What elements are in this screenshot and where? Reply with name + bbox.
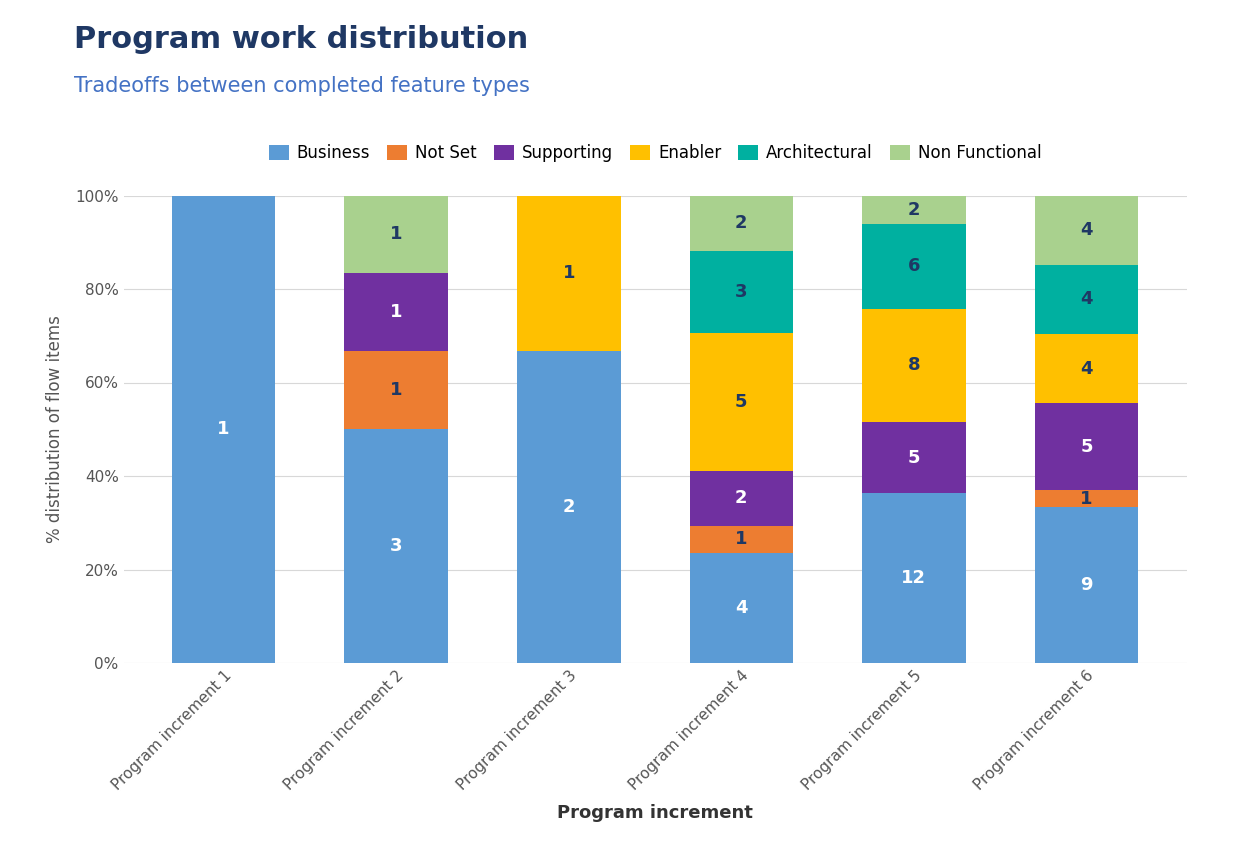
Bar <box>345 274 447 351</box>
Bar <box>345 429 447 663</box>
Text: Program work distribution: Program work distribution <box>74 26 529 54</box>
Bar <box>1035 507 1138 663</box>
Text: 1: 1 <box>391 303 403 321</box>
Text: Tradeoffs between completed feature types: Tradeoffs between completed feature type… <box>74 76 530 97</box>
Bar <box>517 351 620 663</box>
Text: 3: 3 <box>735 283 748 301</box>
Bar <box>517 196 620 351</box>
Bar <box>1035 403 1138 490</box>
Text: 2: 2 <box>562 498 575 516</box>
Text: 1: 1 <box>562 264 575 282</box>
Text: 4: 4 <box>735 599 748 617</box>
Bar <box>863 196 965 224</box>
Bar <box>1035 264 1138 334</box>
Legend: Business, Not Set, Supporting, Enabler, Architectural, Non Functional: Business, Not Set, Supporting, Enabler, … <box>262 137 1048 168</box>
Text: 2: 2 <box>735 489 748 507</box>
Bar <box>690 525 794 553</box>
Text: 12: 12 <box>901 569 927 587</box>
Bar <box>690 333 794 471</box>
Bar <box>863 224 965 309</box>
Text: 2: 2 <box>907 201 920 218</box>
Text: 3: 3 <box>391 537 403 555</box>
Text: 8: 8 <box>907 356 921 375</box>
Bar <box>863 422 965 493</box>
Y-axis label: % distribution of flow items: % distribution of flow items <box>46 315 64 543</box>
Bar <box>690 251 794 333</box>
Text: 1: 1 <box>735 530 748 548</box>
Text: 4: 4 <box>1080 291 1093 309</box>
Bar <box>1035 196 1138 264</box>
Text: 5: 5 <box>735 393 748 411</box>
Bar <box>690 196 794 251</box>
Text: 5: 5 <box>907 449 920 467</box>
Text: 1: 1 <box>218 420 230 439</box>
Text: 1: 1 <box>391 382 403 400</box>
Text: 1: 1 <box>391 225 403 243</box>
Text: 6: 6 <box>907 258 920 275</box>
Text: 4: 4 <box>1080 221 1093 239</box>
Bar <box>690 553 794 663</box>
Bar <box>172 196 276 663</box>
Bar <box>1035 490 1138 507</box>
Text: 9: 9 <box>1080 576 1093 594</box>
X-axis label: Program increment: Program increment <box>557 804 753 822</box>
Bar <box>1035 334 1138 403</box>
Bar <box>690 471 794 525</box>
Bar <box>345 351 447 429</box>
Text: 2: 2 <box>735 214 748 232</box>
Text: 1: 1 <box>1080 490 1093 507</box>
Text: 4: 4 <box>1080 360 1093 377</box>
Text: 5: 5 <box>1080 438 1093 456</box>
Bar <box>863 309 965 422</box>
Bar <box>863 493 965 663</box>
Bar <box>345 196 447 274</box>
